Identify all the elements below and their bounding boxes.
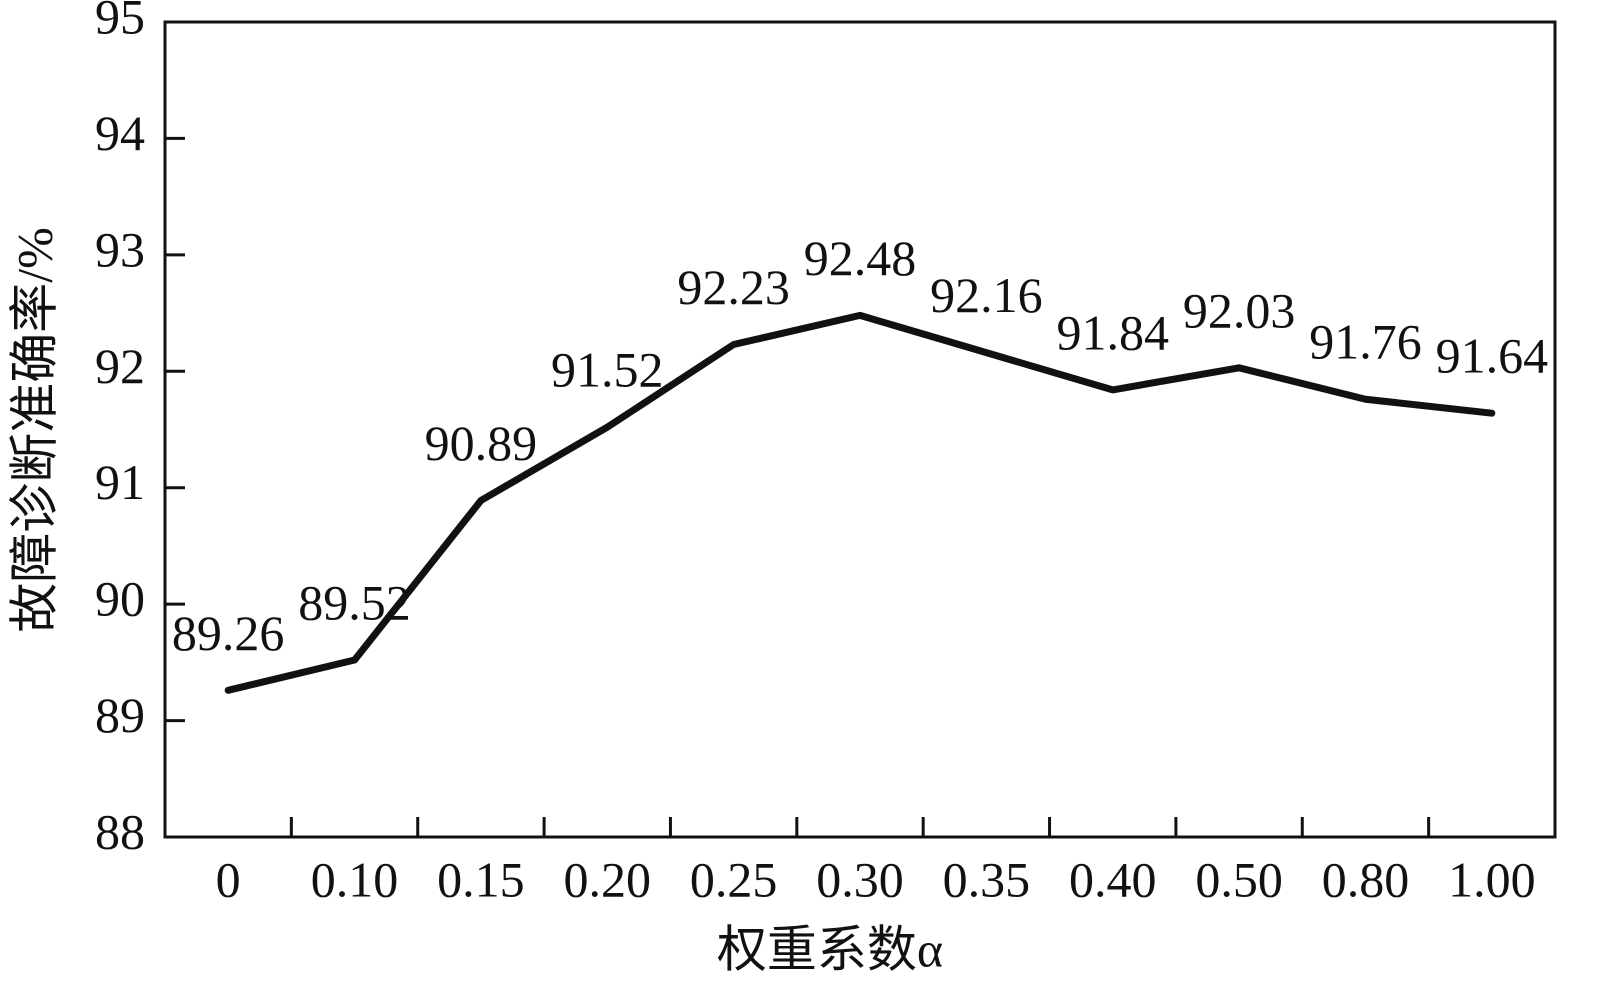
data-label: 90.89 — [425, 415, 538, 471]
data-label: 91.64 — [1436, 328, 1549, 384]
plot-frame — [163, 20, 1557, 839]
data-label: 89.52 — [298, 574, 411, 630]
data-label: 89.26 — [172, 605, 285, 661]
x-tick-label: 0.30 — [816, 851, 904, 907]
y-tick-label: 95 — [95, 0, 145, 44]
y-tick-label: 88 — [95, 803, 145, 859]
y-tick-label: 91 — [95, 454, 145, 510]
x-axis-title: 权重系数α — [717, 921, 943, 977]
y-tick-label: 92 — [95, 338, 145, 394]
y-tick-label: 90 — [95, 571, 145, 627]
data-label: 92.23 — [677, 259, 790, 315]
x-tick-label: 1.00 — [1448, 851, 1536, 907]
x-tick-label: 0.50 — [1195, 851, 1283, 907]
y-axis-title: 故障诊断准确率/% — [6, 227, 62, 633]
x-tick-label: 0.20 — [564, 851, 652, 907]
data-label: 92.03 — [1183, 282, 1296, 338]
x-tick-label: 0.80 — [1322, 851, 1410, 907]
data-label: 91.52 — [551, 342, 664, 398]
data-line — [224, 311, 1496, 694]
x-tick-label: 0.10 — [311, 851, 399, 907]
y-tick-label: 93 — [95, 221, 145, 277]
x-tick-label: 0.15 — [437, 851, 525, 907]
data-label: 92.16 — [930, 267, 1043, 323]
x-tick-label: 0.40 — [1069, 851, 1157, 907]
data-label: 92.48 — [804, 230, 917, 286]
data-label: 91.76 — [1309, 314, 1422, 370]
x-tick-label: 0 — [216, 851, 241, 907]
y-tick-label: 89 — [95, 687, 145, 743]
x-tick-label: 0.25 — [690, 851, 778, 907]
data-label: 91.84 — [1056, 304, 1169, 360]
y-tick-label: 94 — [95, 105, 145, 161]
x-tick-label: 0.35 — [943, 851, 1031, 907]
